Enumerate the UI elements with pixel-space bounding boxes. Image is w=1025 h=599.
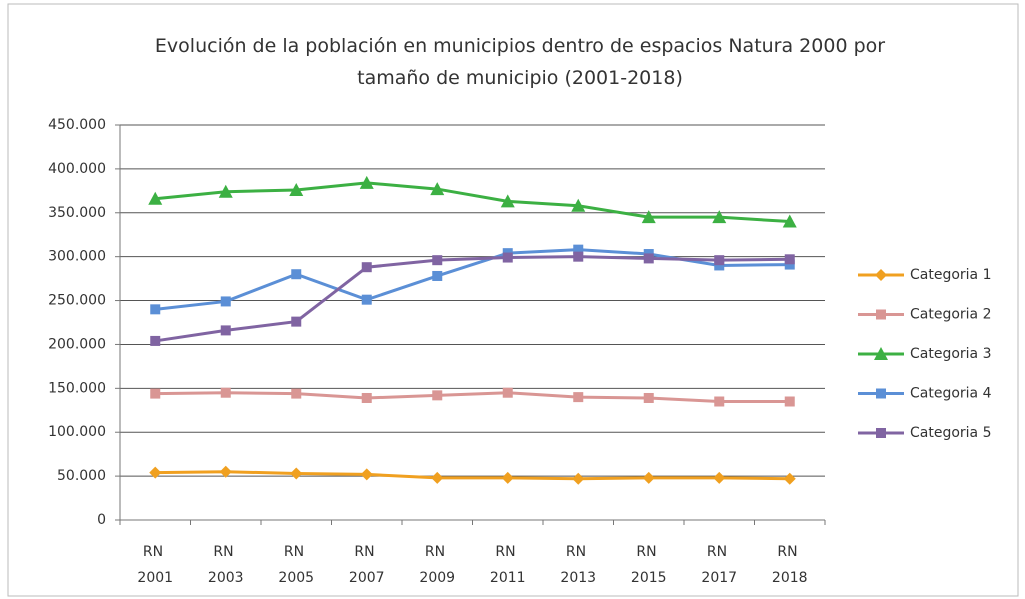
data-point [150, 388, 161, 399]
data-point [361, 262, 372, 273]
data-point [502, 387, 513, 398]
data-point [714, 396, 725, 407]
data-point [573, 251, 584, 262]
data-point [291, 269, 302, 280]
data-point [712, 210, 727, 224]
series-line [155, 470, 790, 481]
y-tick-label: 300.000 [48, 249, 106, 265]
data-point [360, 468, 373, 481]
data-point [150, 335, 161, 346]
series-line [155, 391, 790, 403]
legend-marker [875, 269, 887, 281]
data-point [643, 392, 654, 403]
data-point [714, 255, 725, 266]
x-tick-label: RN 2011 [490, 544, 526, 586]
data-point [784, 259, 795, 270]
series-line [155, 255, 790, 343]
y-tick-label: 100.000 [48, 424, 106, 440]
data-point [430, 182, 445, 196]
data-point [713, 471, 726, 484]
data-point [220, 296, 231, 307]
data-point [500, 194, 515, 208]
data-point [572, 472, 585, 485]
y-tick-label: 0 [97, 512, 106, 528]
y-tick-label: 350.000 [48, 205, 106, 221]
data-point [642, 471, 655, 484]
title-box: Evolución de la población en municipios … [154, 35, 886, 89]
data-point [290, 467, 303, 480]
data-point [714, 260, 725, 271]
data-point [361, 392, 372, 403]
data-point [219, 465, 232, 478]
x-tick-label: RN 2009 [419, 544, 455, 586]
x-tick-label: RN 2017 [701, 544, 737, 586]
data-point [359, 175, 374, 189]
data-point [501, 471, 514, 484]
data-point [782, 214, 797, 228]
chart-title: Evolución de la población en municipios … [154, 35, 886, 89]
y-tick-label: 400.000 [48, 161, 106, 177]
legend-label: Categoria 1 [910, 267, 992, 283]
x-tick-label: RN 2003 [208, 544, 244, 586]
data-point [361, 294, 372, 305]
data-point [432, 270, 443, 281]
data-point [432, 390, 443, 401]
y-tick-label: 200.000 [48, 336, 106, 352]
legend-label: Categoria 5 [910, 425, 992, 441]
legend-marker [876, 428, 886, 438]
data-point [502, 252, 513, 263]
legend-marker [874, 347, 888, 360]
data-point [218, 184, 233, 198]
y-tick-label: 450.000 [48, 117, 106, 133]
legend-label: Categoria 3 [910, 346, 992, 362]
legend-marker [876, 309, 886, 320]
legend-label: Categoria 2 [910, 307, 992, 323]
legend-label: Categoria 4 [910, 386, 992, 402]
data-point [432, 255, 443, 266]
legend-marker [876, 388, 886, 399]
data-point [573, 392, 584, 403]
data-point [641, 210, 656, 224]
y-tick-label: 50.000 [57, 468, 106, 484]
series-line [155, 181, 790, 224]
x-tick-label: RN 2005 [278, 544, 314, 586]
x-tick-label: RN 2018 [772, 544, 808, 586]
x-tick-label: RN 2007 [349, 544, 385, 586]
data-point [783, 472, 796, 485]
y-tick-label: 150.000 [48, 380, 106, 396]
data-point [220, 325, 231, 336]
data-point [573, 244, 584, 255]
data-point [291, 316, 302, 327]
x-tick-label: RN 2013 [560, 544, 596, 586]
y-tick-label: 250.000 [48, 293, 106, 309]
data-point [150, 304, 161, 315]
data-point [149, 466, 162, 479]
x-tick-label: RN 2015 [631, 544, 667, 586]
data-point [291, 388, 302, 399]
x-tick-label: RN 2001 [137, 544, 173, 586]
data-point [643, 253, 654, 264]
data-point [784, 396, 795, 407]
data-point [220, 387, 231, 398]
data-point [289, 182, 304, 196]
data-point [784, 254, 795, 265]
data-point [431, 471, 444, 484]
data-point [148, 191, 163, 205]
chart-border [7, 3, 1019, 597]
data-point [571, 198, 586, 212]
